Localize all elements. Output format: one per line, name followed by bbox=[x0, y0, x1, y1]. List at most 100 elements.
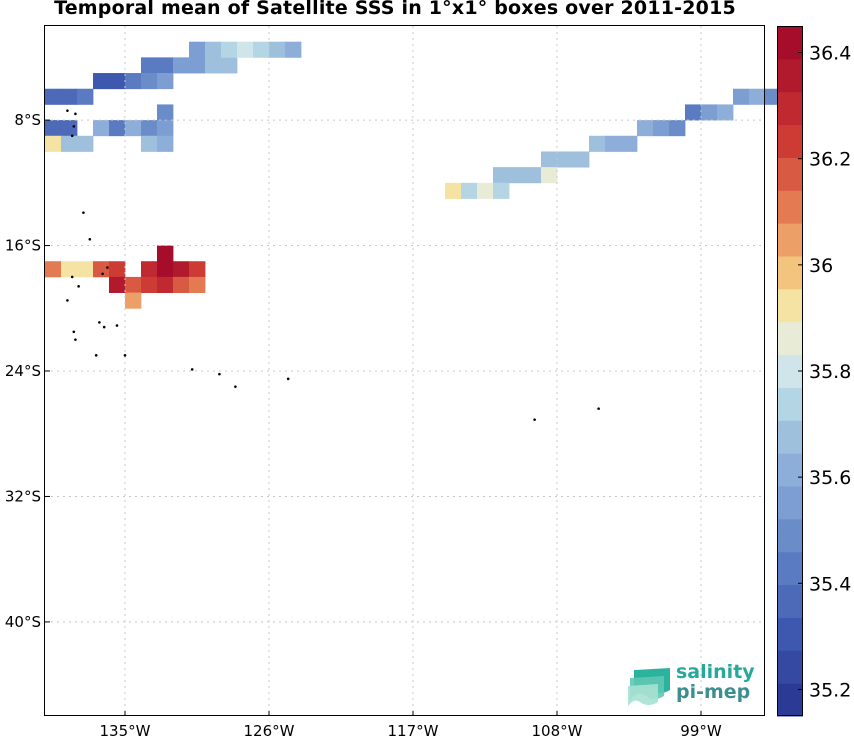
salinity-cell bbox=[141, 135, 158, 152]
colorbar: 35.2 35.4 35.6 35.8 36 36.2 36.4 bbox=[777, 26, 851, 717]
salinity-cell bbox=[541, 167, 558, 184]
y-tick-label: 32°S bbox=[5, 487, 41, 505]
island-marker bbox=[218, 372, 221, 376]
salinity-cell bbox=[61, 135, 78, 152]
salinity-cell bbox=[621, 135, 638, 152]
island-marker bbox=[88, 237, 92, 241]
island-marker bbox=[115, 324, 119, 327]
colorbar-segment bbox=[777, 683, 803, 717]
salinity-cell bbox=[237, 41, 254, 58]
salinity-cell bbox=[477, 182, 494, 199]
wave-logo-icon bbox=[628, 668, 670, 706]
salinity-cell bbox=[189, 57, 206, 74]
salinity-cell bbox=[157, 245, 174, 262]
island-marker bbox=[74, 338, 77, 341]
salinity-cell bbox=[173, 276, 190, 293]
island-marker bbox=[286, 377, 290, 381]
colorbar-segment bbox=[777, 223, 803, 257]
logo-text-pi-mep: pi-mep bbox=[676, 681, 751, 703]
salinity-cell bbox=[605, 135, 622, 152]
colorbar-tick-label: 35.6 bbox=[809, 467, 851, 489]
colorbar-segment bbox=[777, 420, 803, 454]
island-marker bbox=[98, 321, 101, 324]
salinity-cell bbox=[221, 41, 238, 58]
salinity-cell bbox=[141, 57, 158, 74]
salinity-cell bbox=[189, 276, 206, 293]
salinity-cell bbox=[173, 261, 190, 278]
salinity-cell bbox=[61, 261, 78, 278]
salinity-cell bbox=[541, 151, 558, 168]
x-tick-label: 108°W bbox=[532, 722, 583, 740]
island-marker bbox=[101, 272, 104, 276]
colorbar-tick-label: 36.2 bbox=[809, 149, 851, 171]
map-frame bbox=[44, 25, 765, 716]
salinity-cell bbox=[141, 73, 158, 90]
salinity-cell bbox=[701, 104, 718, 121]
logo-text-salinity: salinity bbox=[676, 661, 755, 683]
island-marker bbox=[74, 112, 77, 116]
salinity-cell bbox=[733, 88, 750, 105]
salinity-cell bbox=[653, 120, 670, 137]
chart-title: Temporal mean of Satellite SSS in 1°x1° … bbox=[54, 0, 736, 19]
colorbar-segment bbox=[777, 256, 803, 290]
salinity-cell bbox=[525, 167, 542, 184]
y-tick-label: 16°S bbox=[5, 237, 41, 255]
salinity-cell bbox=[205, 41, 222, 58]
salinity-pi-mep-logo: salinity pi-mep bbox=[626, 660, 756, 708]
island-marker bbox=[72, 125, 76, 128]
y-tick-label: 40°S bbox=[5, 613, 41, 631]
colorbar-segment bbox=[777, 58, 803, 93]
salinity-cell bbox=[445, 182, 462, 199]
island-marker bbox=[102, 325, 106, 329]
salinity-cell bbox=[749, 88, 766, 105]
salinity-cell bbox=[77, 135, 94, 152]
salinity-cell bbox=[109, 120, 126, 137]
island-marker bbox=[70, 275, 74, 279]
colorbar-segment bbox=[777, 551, 803, 586]
y-tick-label: 8°S bbox=[14, 111, 41, 129]
salinity-cell bbox=[125, 276, 142, 293]
island-marker bbox=[72, 330, 76, 334]
colorbar-segment bbox=[777, 486, 803, 520]
salinity-cell bbox=[557, 151, 574, 168]
colorbar-tick-label: 35.4 bbox=[809, 573, 851, 595]
salinity-cell bbox=[77, 261, 94, 278]
colorbar-segment bbox=[777, 124, 803, 158]
salinity-cell bbox=[45, 261, 62, 278]
salinity-cell bbox=[269, 41, 286, 58]
salinity-cell bbox=[157, 120, 174, 137]
y-tick-label: 24°S bbox=[5, 362, 41, 380]
salinity-cell bbox=[589, 135, 606, 152]
salinity-cell bbox=[637, 120, 654, 137]
salinity-cell bbox=[509, 167, 526, 184]
colorbar-segment bbox=[777, 650, 803, 684]
salinity-cell bbox=[173, 57, 190, 74]
salinity-cell bbox=[45, 135, 62, 152]
island-marker bbox=[597, 407, 600, 410]
salinity-cell bbox=[141, 276, 158, 293]
island-marker bbox=[106, 266, 109, 269]
x-tick-label: 99°W bbox=[680, 722, 722, 740]
colorbar-segment bbox=[777, 453, 803, 487]
x-tick-label: 126°W bbox=[244, 722, 295, 740]
colorbar-tick-label: 36 bbox=[809, 255, 833, 277]
island-marker bbox=[190, 368, 194, 371]
salinity-cell bbox=[157, 261, 174, 278]
x-tick-label: 117°W bbox=[388, 722, 439, 740]
colorbar-segment bbox=[777, 387, 803, 421]
colorbar-segment bbox=[777, 26, 803, 60]
x-tick-label: 135°W bbox=[100, 722, 151, 740]
island-marker bbox=[82, 211, 85, 214]
island-marker bbox=[77, 285, 80, 288]
salinity-cell bbox=[669, 120, 686, 137]
salinity-cell bbox=[93, 261, 110, 278]
salinity-cell bbox=[685, 104, 702, 121]
salinity-cell bbox=[77, 88, 94, 105]
island-marker bbox=[66, 299, 69, 302]
salinity-cell bbox=[157, 276, 174, 293]
salinity-cell bbox=[109, 261, 126, 278]
colorbar-segment bbox=[777, 321, 803, 356]
salinity-cell bbox=[141, 261, 158, 278]
salinity-cell bbox=[157, 104, 174, 121]
salinity-cell bbox=[461, 182, 478, 199]
